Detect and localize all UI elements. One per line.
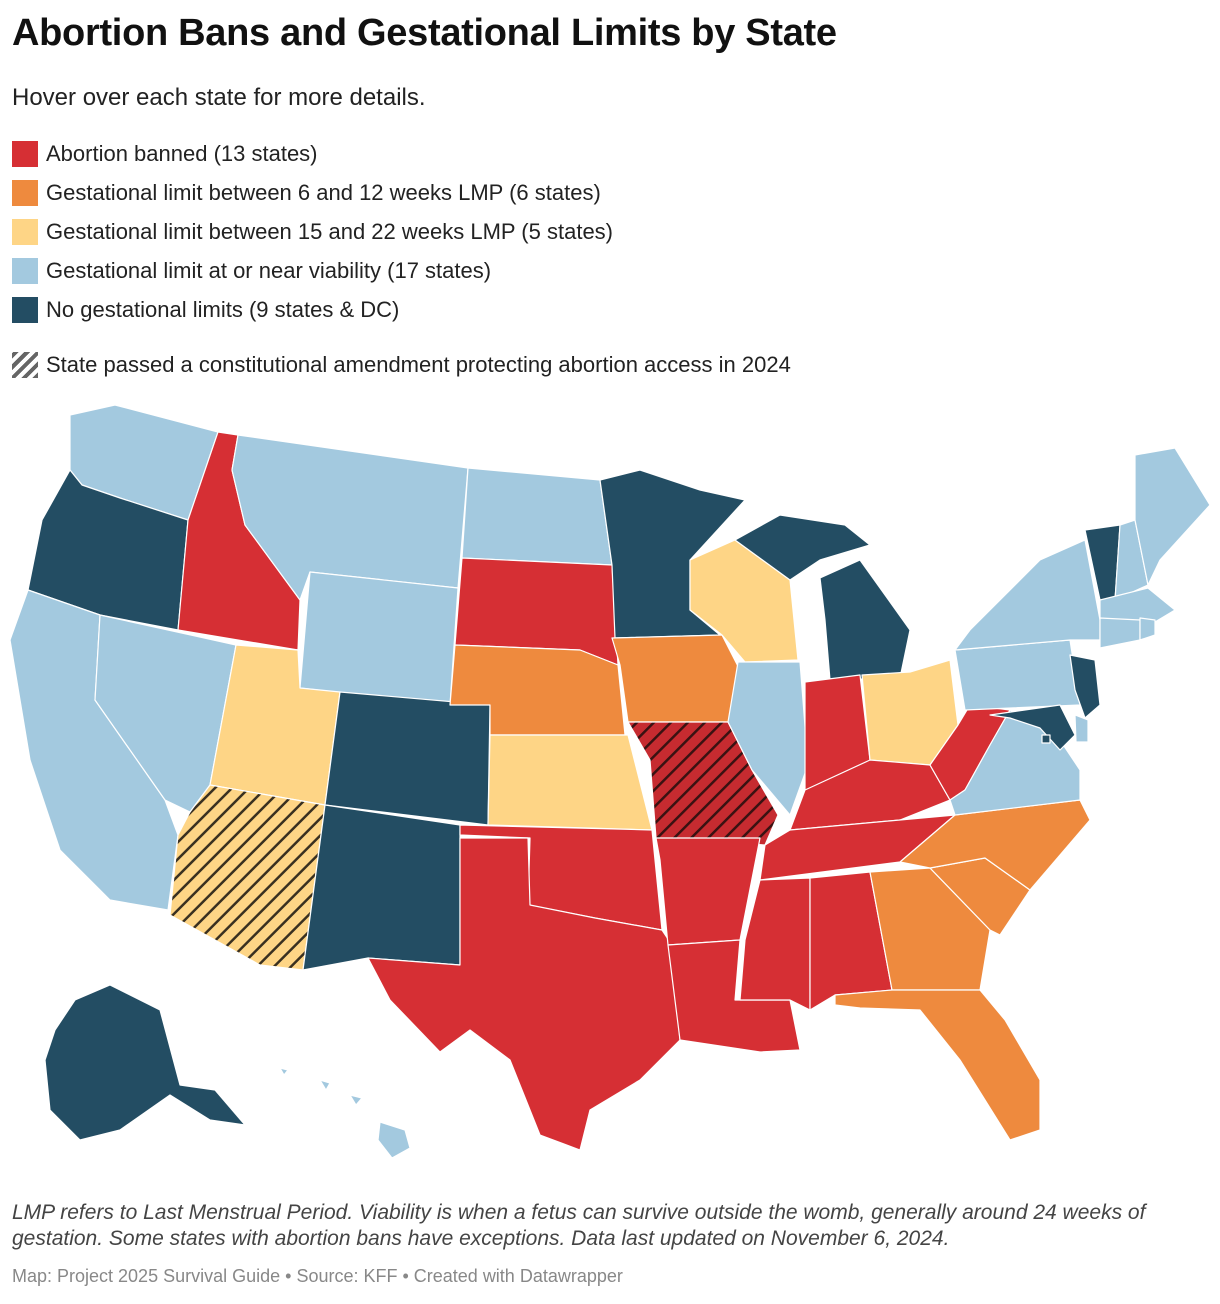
legend-label: No gestational limits (9 states & DC) [46, 296, 400, 322]
legend-item-no-limits: No gestational limits (9 states & DC) [12, 290, 613, 329]
state-ak[interactable] [44, 984, 246, 1141]
state-ar[interactable] [655, 837, 761, 946]
legend-label: Gestational limit between 15 and 22 week… [46, 218, 614, 244]
state-ms[interactable] [739, 877, 811, 1011]
footnote: LMP refers to Last Menstrual Period. Via… [12, 1201, 1146, 1250]
legend-item-amendment: State passed a constitutional amendment … [12, 352, 791, 378]
state-ma[interactable] [1099, 587, 1176, 626]
state-il[interactable] [727, 661, 809, 816]
legend-swatch-viability [12, 257, 38, 284]
state-dc[interactable] [1041, 734, 1051, 744]
state-nm[interactable] [302, 804, 461, 971]
legend-swatch-6-12-weeks [12, 179, 38, 206]
legend-swatch-15-22-weeks [12, 218, 38, 245]
legend-item-viability: Gestational limit at or near viability (… [12, 251, 613, 290]
legend-label: Gestational limit between 6 and 12 weeks… [46, 179, 601, 205]
legend-label: State passed a constitutional amendment … [46, 352, 791, 377]
state-wy[interactable] [299, 571, 459, 706]
legend-swatch-no-limits [12, 296, 38, 323]
state-fl[interactable] [834, 989, 1041, 1141]
state-ct[interactable] [1099, 617, 1141, 649]
state-ny[interactable] [954, 539, 1101, 651]
state-de[interactable] [1074, 714, 1089, 743]
state-ks[interactable] [487, 734, 653, 831]
map-subtitle: Hover over each state for more details. [12, 84, 426, 111]
state-ga[interactable] [869, 867, 991, 991]
hatch-icon [12, 352, 38, 378]
legend-swatch-banned [12, 140, 38, 167]
state-nd[interactable] [461, 467, 613, 566]
state-pa[interactable] [954, 639, 1081, 711]
legend: Abortion banned (13 states) Gestational … [12, 134, 613, 329]
state-me[interactable] [1134, 447, 1211, 586]
state-ia[interactable] [611, 634, 746, 723]
state-ri[interactable] [1139, 617, 1156, 641]
state-mi-up[interactable] [734, 514, 871, 581]
source-credit: Map: Project 2025 Survival Guide • Sourc… [12, 1266, 623, 1286]
state-co[interactable] [324, 691, 491, 826]
legend-item-banned: Abortion banned (13 states) [12, 134, 613, 173]
state-hi[interactable] [279, 1067, 411, 1159]
legend-label: Abortion banned (13 states) [46, 140, 318, 166]
state-az[interactable] [169, 784, 326, 971]
legend-item-15-22-weeks: Gestational limit between 15 and 22 week… [12, 212, 613, 251]
state-mi[interactable] [819, 559, 911, 681]
map-title: Abortion Bans and Gestational Limits by … [12, 12, 837, 54]
us-map [9, 404, 1211, 1159]
state-nj[interactable] [1069, 654, 1101, 719]
legend-item-6-12-weeks: Gestational limit between 6 and 12 weeks… [12, 173, 613, 212]
state-tx[interactable] [367, 837, 681, 1151]
state-la[interactable] [667, 939, 801, 1053]
state-md[interactable] [989, 704, 1076, 751]
legend-label: Gestational limit at or near viability (… [46, 257, 492, 283]
